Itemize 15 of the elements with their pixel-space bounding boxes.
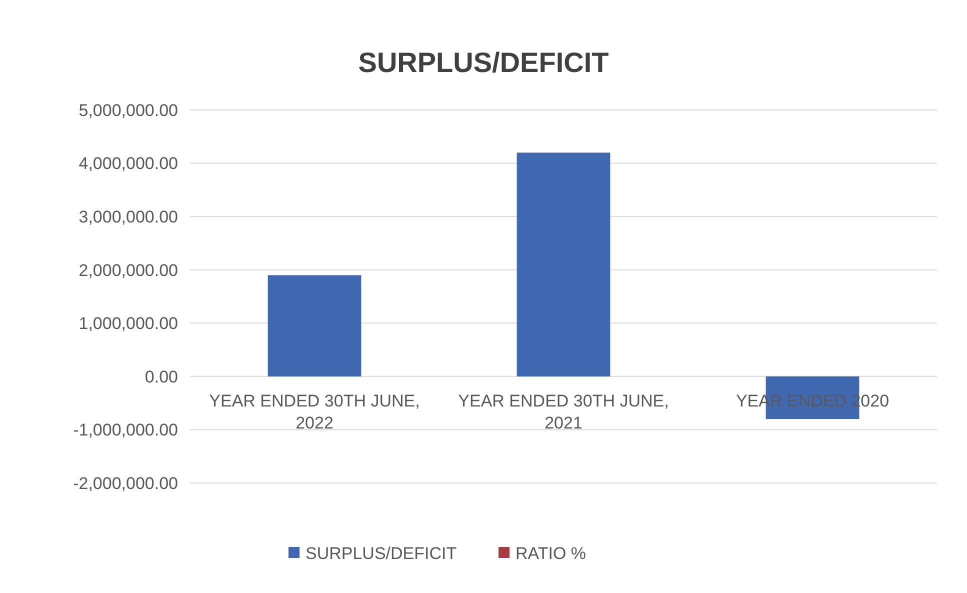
y-tick-label: 0.00 [144,367,178,386]
y-tick-label: 1,000,000.00 [78,314,178,334]
legend-label: SURPLUS/DEFICIT [306,544,457,563]
legend-label: RATIO % [516,544,586,563]
y-tick-label: 3,000,000.00 [78,208,178,227]
bar [268,275,362,376]
y-tick-label: -1,000,000.00 [73,420,178,440]
y-tick-label: -2,000,000.00 [73,474,178,493]
y-tick-label: 5,000,000.00 [78,100,178,120]
chart-title: SURPLUS/DEFICIT [358,47,609,78]
x-tick-label: YEAR ENDED 30TH JUNE, 2021 [458,391,669,432]
y-tick-label: 4,000,000.00 [78,154,178,174]
bar [516,152,610,376]
y-tick-label: 2,000,000.00 [78,260,178,280]
x-tick-label: YEAR ENDED 30TH JUNE, 2022 [209,391,420,432]
